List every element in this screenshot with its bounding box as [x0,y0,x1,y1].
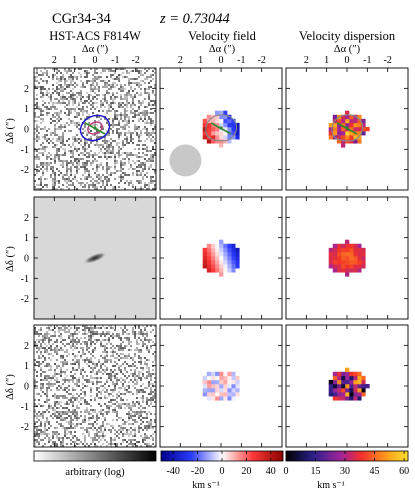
colorbar-tick-label: 0 [284,466,289,477]
panel-r2-c1: 2 1 0 -1 -2 [21,196,157,320]
panel-r3-c2 [159,324,283,448]
panel-r1-c2: 2 1 0 -1 -2 [159,55,283,191]
x-tick-label: 1 [72,55,77,66]
x-axis-label-3: Δα (″) [334,44,361,55]
y-tick-label: 0 [24,125,29,136]
y-tick-label: -2 [21,165,29,176]
y-axis-label-row3: Δδ (″) [5,374,16,400]
x-tick-label: 2 [52,55,57,66]
x-axis-label-1: Δα (″) [82,44,109,55]
colorbar-tick-label: 15 [311,466,321,477]
y-tick-label: -1 [21,274,29,285]
panel-r1-c1: 2 1 0 -1 -2 2 1 0 -1 -2 [21,55,157,191]
x-tick-label: 2 [178,55,183,66]
x-tick-label: 0 [93,55,98,66]
y-tick-label: 0 [24,382,29,393]
y-tick-label: 0 [24,254,29,265]
panel-r3-c3 [285,324,409,448]
panel-r1-c3: 2 1 0 -1 -2 [285,55,409,191]
y-tick-label: -1 [21,145,29,156]
y-tick-label: -2 [21,294,29,305]
colorbar-tick-label: -20 [191,466,204,477]
column-title-dispersion: Velocity dispersion [299,29,396,43]
colorbar-label-velocity: km s⁻¹ [192,480,219,491]
x-tick-label: 0 [219,55,224,66]
x-tick-label: -1 [363,55,371,66]
y-tick-label: 1 [24,361,29,372]
y-axis-label-row2: Δδ (″) [5,246,16,272]
panel-r2-c2 [159,196,283,320]
panel-grid: 2 1 0 -1 -2 2 1 0 -1 -2 2 1 0 -1 -2 2 1 0 -1 -2 2 1 0 -1 -2 2 1 0 -1… [21,55,409,448]
colorbar-ticks: -40 -20 0 20 40 0 15 30 45 60 [167,451,409,477]
x-tick-label: -2 [257,55,265,66]
colorbar-tick-label: 30 [340,466,350,477]
x-tick-label: 1 [198,55,203,66]
panel-r3-c1: 2 1 0 -1 -2 [21,324,157,448]
x-tick-label: 0 [345,55,350,66]
psf-disk [169,144,202,177]
colorbar-tick-label: 60 [399,466,409,477]
colorbar-label-dispersion: km s⁻¹ [317,480,344,491]
x-tick-label: -2 [383,55,391,66]
y-tick-label: 2 [24,341,29,352]
x-tick-label: -1 [111,55,119,66]
y-axis-label-row1: Δδ (″) [5,118,16,144]
y-tick-label: 1 [24,104,29,115]
redshift-label: z = 0.73044 [159,11,230,27]
colorbar-tick-label: 40 [266,466,276,477]
panel-r2-c3 [285,196,409,320]
x-tick-label: 1 [324,55,329,66]
x-axis-label-2: Δα (″) [209,44,236,55]
y-tick-label: 2 [24,84,29,95]
colorbar-dispersion [285,450,409,462]
colorbar-tick-label: 45 [370,466,380,477]
object-name: CGr34-34 [52,11,112,27]
x-tick-label: -2 [131,55,139,66]
column-title-hst: HST-ACS F814W [49,29,141,43]
colorbar-label-greyscale: arbitrary (log) [65,467,125,478]
x-tick-label: -1 [237,55,245,66]
colorbar-tick-label: 0 [220,466,225,477]
y-tick-label: 2 [24,213,29,224]
colorbar-tick-label: 20 [241,466,251,477]
y-tick-label: 1 [24,233,29,244]
column-title-velocity: Velocity field [188,29,256,43]
colorbar-tick-label: -40 [167,466,180,477]
galaxy-model-image [82,251,108,265]
colorbar-greyscale [33,450,157,462]
x-tick-label: 2 [304,55,309,66]
y-tick-label: -1 [21,402,29,413]
y-tick-label: -2 [21,422,29,433]
